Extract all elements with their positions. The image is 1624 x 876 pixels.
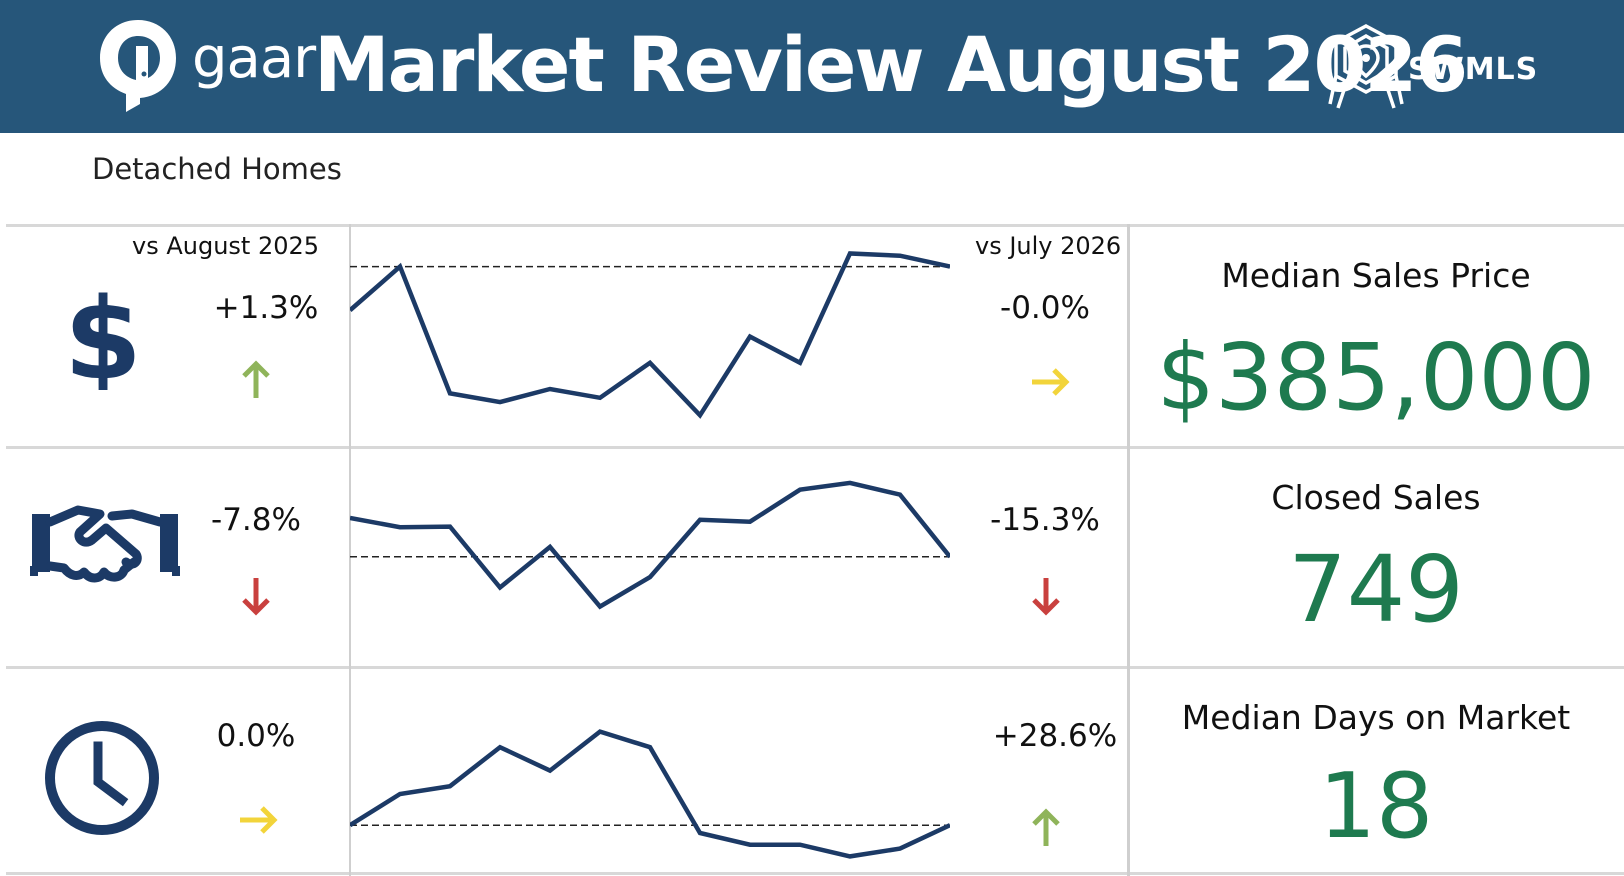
arrow-down-icon <box>1032 578 1060 616</box>
header-banner: gaar Market Review August 2026 SWMLS <box>0 0 1624 133</box>
handshake-icon <box>30 505 180 583</box>
yoy-change-closed: -7.8% <box>211 502 301 538</box>
arrow-flat-icon <box>1032 368 1070 396</box>
yoy-change-price: +1.3% <box>213 290 319 326</box>
column-divider <box>349 224 351 876</box>
trend-series-line <box>350 251 950 419</box>
swmls-logo-icon <box>1328 24 1404 109</box>
brand-left-text: gaar <box>192 26 316 91</box>
row-divider <box>6 666 1624 669</box>
row-divider <box>6 446 1624 449</box>
median-sales-price-value: $385,000 <box>1156 324 1596 431</box>
yoy-change-dom: 0.0% <box>216 718 296 754</box>
property-type-subtitle: Detached Homes <box>92 152 342 186</box>
arrow-up-icon <box>242 360 270 398</box>
closed-sales-title: Closed Sales <box>1271 478 1481 517</box>
median-days-on-market-value: 18 <box>1318 754 1434 859</box>
closed-sales-trend-sparkline <box>350 480 950 610</box>
mom-compare-label: vs July 2026 <box>975 232 1122 260</box>
svg-text:$: $ <box>64 282 142 390</box>
median-days-on-market-title: Median Days on Market <box>1181 698 1571 737</box>
mom-change-price: -0.0% <box>1000 290 1090 326</box>
column-divider <box>1127 224 1130 876</box>
row-divider <box>6 872 1624 875</box>
arrow-down-icon <box>242 578 270 616</box>
closed-sales-value: 749 <box>1288 536 1464 643</box>
price-trend-sparkline <box>350 251 950 419</box>
trend-series-line <box>350 480 950 610</box>
gaar-logo-icon <box>100 20 176 112</box>
brand-right-text: SWMLS <box>1408 52 1539 87</box>
mom-change-closed: -15.3% <box>990 502 1100 538</box>
mom-change-dom: +28.6% <box>992 718 1118 754</box>
clock-icon <box>45 721 159 835</box>
days-on-market-trend-sparkline <box>350 729 950 859</box>
arrow-up-icon <box>1032 808 1060 846</box>
page-title: Market Review August 2026 <box>314 20 1468 109</box>
dollar-icon: $ <box>64 282 142 390</box>
trend-series-line <box>350 729 950 859</box>
row-divider <box>6 224 1624 227</box>
yoy-compare-label: vs August 2025 <box>132 232 320 260</box>
arrow-flat-icon <box>240 806 278 834</box>
median-sales-price-title: Median Sales Price <box>1221 256 1531 295</box>
